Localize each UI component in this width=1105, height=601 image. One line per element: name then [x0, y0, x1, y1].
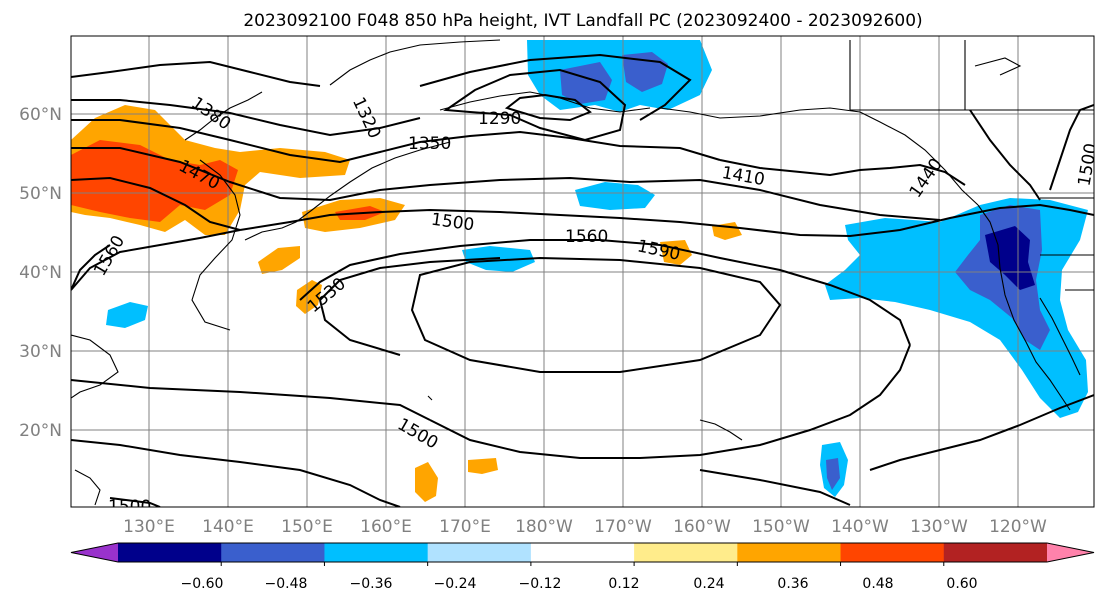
map-panel: 1320 1290 1380 1350 1470 1410 1440 1500 …	[71, 36, 1102, 517]
lon-label: 130°W	[910, 517, 968, 537]
colorbar-tick-label: −0.36	[350, 576, 393, 592]
colorbar-tick-label: 0.24	[693, 576, 724, 592]
lon-label: 130°E	[123, 517, 175, 537]
contour-label: 1500	[108, 497, 151, 517]
lon-label: 150°W	[752, 517, 810, 537]
colorbar-tick-label: −0.12	[519, 576, 562, 592]
colorbar	[70, 542, 1095, 566]
colorbar-swatch	[737, 543, 842, 562]
lon-label: 140°W	[831, 517, 889, 537]
longitude-labels: 130°E 140°E 150°E 160°E 170°E 180°W 170°…	[123, 517, 1047, 537]
colorbar-swatch	[427, 543, 532, 562]
contour-label: 1350	[408, 134, 451, 154]
colorbar-extend-high	[1047, 543, 1094, 562]
colorbar-swatch	[118, 543, 222, 562]
colorbar-swatch	[530, 543, 635, 562]
contour-label: 1500	[1075, 142, 1102, 188]
colorbar-tick-label: 0.48	[862, 576, 893, 592]
map-frame	[70, 35, 1095, 508]
lon-label: 120°W	[989, 517, 1047, 537]
lon-label: 170°E	[439, 517, 491, 537]
map-title: 2023092100 F048 850 hPa height, IVT Land…	[243, 11, 922, 31]
lat-label: 30°N	[19, 342, 62, 362]
colorbar-tick-labels: −0.60 −0.48 −0.36 −0.24 −0.12 0.12 0.24 …	[181, 576, 978, 592]
colorbar-tick-label: −0.24	[434, 576, 477, 592]
latitude-labels: 60°N 50°N 40°N 30°N 20°N	[19, 105, 62, 441]
colorbar-tick-label: 0.12	[608, 576, 639, 592]
lon-label: 160°W	[673, 517, 731, 537]
lon-label: 180°W	[515, 517, 573, 537]
contour-label: 1560	[565, 227, 608, 247]
lat-label: 40°N	[19, 263, 62, 283]
contour-label: 1290	[478, 109, 521, 129]
negative-ivt-shading	[106, 40, 1088, 497]
colorbar-swatch	[221, 543, 325, 562]
colorbar-swatch	[324, 543, 429, 562]
colorbar-tick-label: 0.36	[777, 576, 808, 592]
colorbar-tick-label: −0.48	[265, 576, 308, 592]
lon-label: 170°W	[594, 517, 652, 537]
positive-ivt-shading	[71, 105, 742, 502]
colorbar-swatch	[943, 543, 1048, 562]
colorbar-extend-low	[71, 543, 118, 562]
colorbar-tick-label: 0.60	[946, 576, 977, 592]
colorbar-swatch	[840, 543, 945, 562]
lon-label: 140°E	[202, 517, 254, 537]
colorbar-swatch	[634, 543, 738, 562]
colorbar-tick-label: −0.60	[181, 576, 224, 592]
lon-label: 160°E	[360, 517, 412, 537]
height-contours	[71, 53, 1094, 507]
coastlines	[71, 39, 1094, 506]
lat-label: 20°N	[19, 421, 62, 441]
colorbar-outline	[70, 542, 1095, 563]
lat-label: 60°N	[19, 105, 62, 125]
lon-label: 150°E	[281, 517, 333, 537]
lat-label: 50°N	[19, 184, 62, 204]
